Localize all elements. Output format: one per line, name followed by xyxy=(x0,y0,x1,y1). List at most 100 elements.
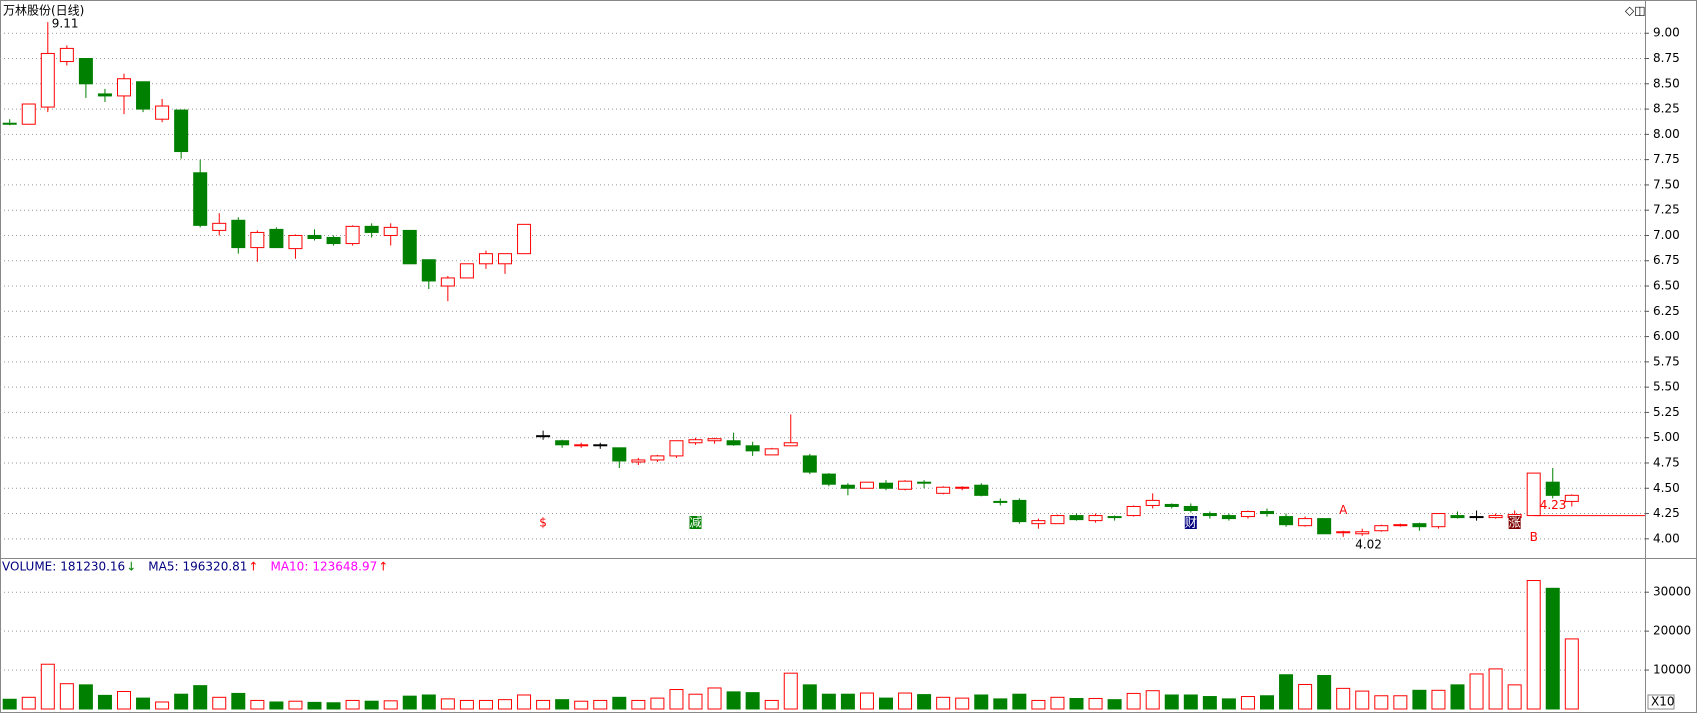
candle-body xyxy=(612,447,627,462)
candle-body xyxy=(1012,499,1027,523)
candle-body xyxy=(536,435,551,438)
volume-bar xyxy=(593,699,608,710)
volume-bar xyxy=(1298,683,1313,710)
volume-bar xyxy=(1050,696,1065,710)
candle-body xyxy=(1145,499,1160,506)
volume-bar xyxy=(269,701,284,710)
candle-body xyxy=(764,448,779,456)
candle-body xyxy=(1240,511,1255,518)
volume-bar xyxy=(1183,694,1198,710)
volume-bar xyxy=(650,697,665,710)
candle-body xyxy=(1317,518,1332,535)
candle-body xyxy=(707,438,722,442)
window-controls[interactable]: ◇◫ xyxy=(1625,4,1646,18)
volume-bar xyxy=(117,690,131,710)
candle-body xyxy=(136,81,151,110)
volume-bar xyxy=(1031,699,1046,710)
candle-body xyxy=(840,484,855,489)
candle-body xyxy=(650,455,665,461)
volume-bar xyxy=(1393,695,1408,710)
volume-bar xyxy=(1507,684,1522,710)
event-label: 涨 xyxy=(1509,515,1521,530)
volume-bar xyxy=(2,698,17,710)
candle-body xyxy=(1107,516,1122,519)
candle-body xyxy=(1050,515,1065,525)
volume-bar xyxy=(669,689,684,710)
candle-body xyxy=(1469,516,1484,519)
unit-label: X10 xyxy=(1651,695,1675,709)
candle-body xyxy=(859,481,874,489)
candle-body xyxy=(783,442,798,447)
volume-bar xyxy=(1545,587,1560,710)
y-tick-label: 7.00 xyxy=(1653,228,1680,242)
volume-bar xyxy=(1240,696,1255,710)
volume-bar xyxy=(78,684,93,710)
candle-body xyxy=(2,122,17,125)
chart-title: 万林股份(日线) xyxy=(3,4,84,18)
volume-bar xyxy=(40,663,55,710)
volume-bar xyxy=(440,698,455,710)
candle-body xyxy=(269,228,284,249)
candle-body xyxy=(593,444,608,447)
candle-body xyxy=(974,484,989,496)
volume-bar xyxy=(1088,697,1103,710)
volume-bar xyxy=(136,697,151,710)
y-tick-label: 30000 xyxy=(1653,585,1691,599)
volume-bar xyxy=(1355,690,1370,710)
candle-body xyxy=(1355,531,1370,535)
candle-body xyxy=(250,231,265,249)
volume-bar xyxy=(726,691,741,710)
candle-body xyxy=(97,93,112,97)
y-tick-label: 20000 xyxy=(1653,624,1691,638)
candle-body xyxy=(1488,515,1503,519)
volume-bar xyxy=(402,695,417,710)
volume-bar xyxy=(840,693,855,710)
volume-bar xyxy=(1412,689,1427,710)
volume-bar xyxy=(288,700,303,710)
volume-bar xyxy=(1469,673,1484,710)
candle-body xyxy=(421,259,436,282)
candle-body xyxy=(821,473,836,485)
volume-bar xyxy=(1164,694,1179,710)
candle-body xyxy=(1164,503,1179,507)
candle-body xyxy=(155,105,170,120)
candle-body xyxy=(440,277,455,287)
volume-bar xyxy=(1336,687,1351,710)
candle-body xyxy=(1183,505,1198,512)
volume-bar xyxy=(555,699,570,710)
volume-bar xyxy=(859,692,874,710)
candle-body xyxy=(231,219,246,249)
volume-bar xyxy=(536,699,551,710)
volume-bar xyxy=(1260,695,1274,710)
volume-bar xyxy=(193,685,208,710)
legend-name: MA5: xyxy=(148,560,178,574)
volume-bar xyxy=(574,700,589,710)
volume-bar xyxy=(212,696,227,710)
candle-body xyxy=(1069,515,1084,521)
volume-bar xyxy=(764,699,779,710)
candle-body xyxy=(898,480,913,490)
volume-bar xyxy=(1202,696,1217,710)
min-label: 4.02 xyxy=(1355,537,1382,551)
candle-body xyxy=(574,444,589,447)
candle-body xyxy=(1374,525,1389,532)
volume-bar xyxy=(1012,693,1027,710)
candle-body xyxy=(1260,511,1274,515)
volume-bar xyxy=(1107,699,1122,710)
y-tick-label: 5.00 xyxy=(1653,430,1680,444)
volume-bar xyxy=(612,696,627,710)
candle-body xyxy=(993,500,1008,503)
volume-bar xyxy=(993,698,1008,710)
volume-bar xyxy=(802,684,817,710)
y-tick-label: 6.75 xyxy=(1653,253,1680,267)
volume-bar xyxy=(1221,698,1236,710)
volume-bar xyxy=(936,696,951,710)
legend-name: VOLUME: xyxy=(2,560,56,574)
volume-bar xyxy=(459,699,474,710)
y-tick-label: 10000 xyxy=(1653,663,1691,677)
event-icon xyxy=(1508,516,1521,529)
volume-bar xyxy=(231,692,246,710)
y-tick-label: 8.50 xyxy=(1653,76,1680,90)
y-tick-label: 4.00 xyxy=(1653,531,1680,545)
